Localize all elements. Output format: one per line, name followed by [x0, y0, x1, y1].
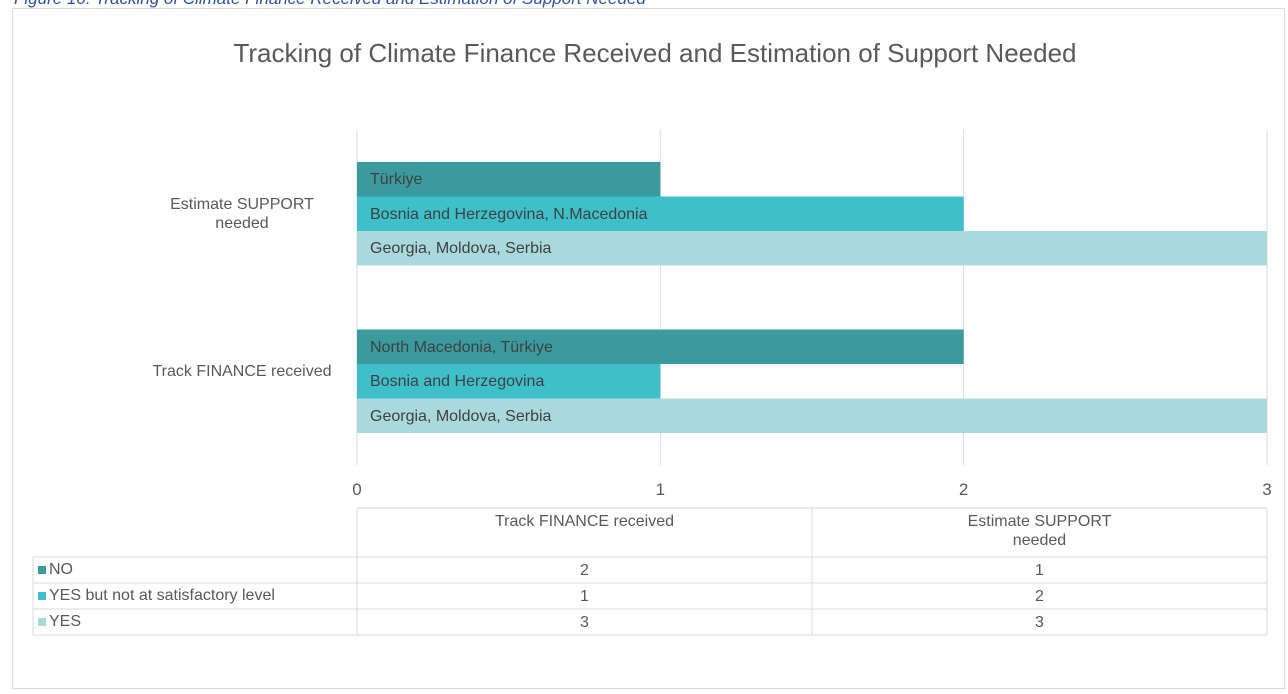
bar [357, 329, 964, 364]
table-header: Estimate SUPPORT needed [967, 513, 1112, 549]
bar-label: North Macedonia, Türkiye [370, 338, 553, 356]
y-tick-label: Track FINANCE received [152, 363, 332, 381]
bar [357, 196, 964, 231]
bar [357, 364, 661, 399]
legend-label: YES but not at satisfactory level [49, 587, 275, 604]
table-value: 2 [1035, 588, 1044, 605]
table-value: 1 [580, 588, 589, 605]
x-tick-label: 2 [958, 480, 969, 499]
x-tick-label: 1 [655, 480, 666, 499]
table-value: 3 [580, 614, 589, 631]
bar-label: Georgia, Moldova, Serbia [370, 240, 552, 257]
chart-border [12, 8, 1285, 689]
legend-swatch [38, 566, 46, 574]
bar-label: Bosnia and Herzegovina, N.Macedonia [370, 205, 648, 223]
bar-label: Türkiye [370, 171, 423, 188]
legend-swatch [38, 592, 46, 600]
table-value: 2 [580, 562, 589, 579]
table-value: 1 [1035, 562, 1044, 579]
legend-label: NO [49, 561, 73, 578]
bar [357, 162, 661, 197]
y-tick-label: Estimate SUPPORT needed [170, 195, 314, 232]
x-tick-label: 3 [1262, 480, 1272, 499]
figure-caption: Figure 10: Tracking of Climate Finance R… [14, 0, 646, 8]
bar-label: Bosnia and Herzegovina [370, 373, 545, 390]
bar [357, 398, 1267, 433]
bar [357, 231, 1267, 266]
legend-label: YES [49, 613, 82, 630]
bar-label: Georgia, Moldova, Serbia [370, 407, 552, 425]
x-tick-label: 0 [352, 480, 362, 499]
legend-swatch [38, 618, 46, 626]
table-value: 3 [1035, 614, 1044, 631]
chart-title: Tracking of Climate Finance Received and… [233, 38, 1077, 68]
table-header: Track FINANCE received [495, 513, 674, 530]
